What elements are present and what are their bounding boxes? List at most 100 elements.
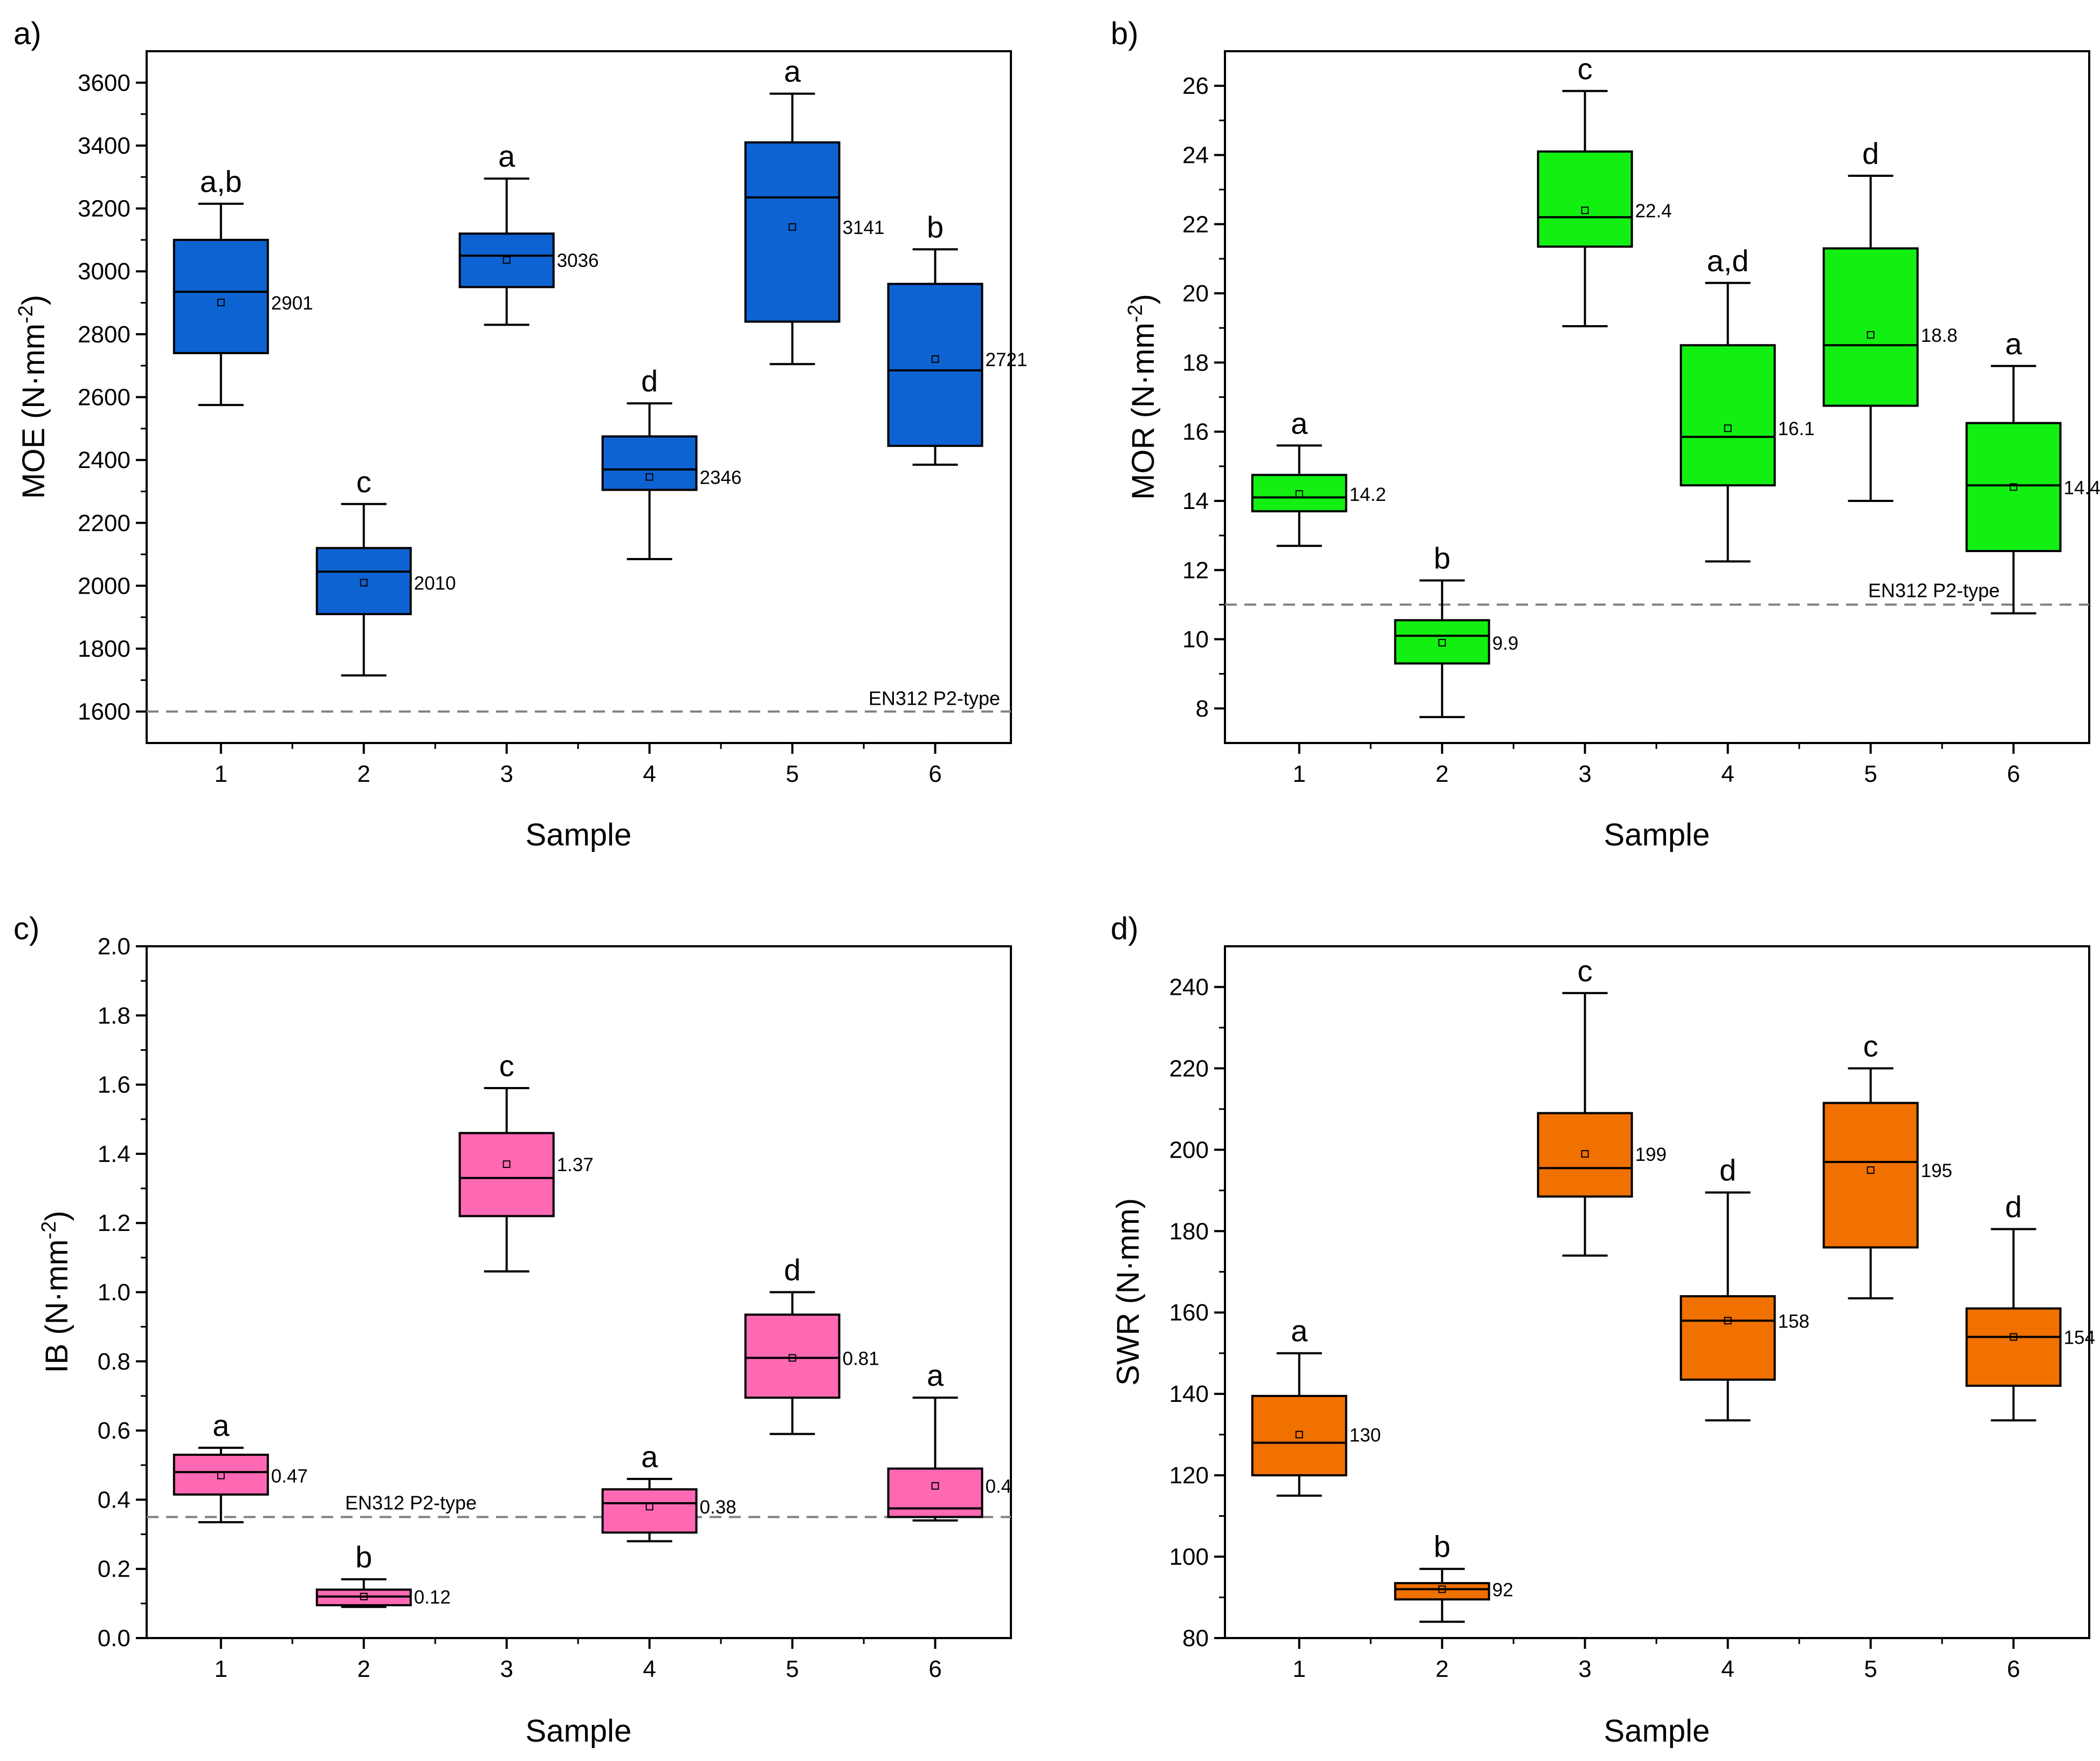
panel-d-y-tick-label: 200 [1169,1137,1209,1163]
panel-b-y-tick-label: 24 [1182,142,1209,168]
panel-a-y-tick-label: 2200 [78,510,130,536]
panel-a-iqr-box [887,283,983,447]
panel-a-group-letter: a [784,54,801,88]
panel-d-y-tick-label: 80 [1182,1625,1209,1652]
panel-c-iqr-box [173,1454,269,1496]
panel-b-y-tick-label: 10 [1182,627,1209,653]
panel-c-y-axis: 0.0 0.2 0.4 0.6 0.8 1.0 1.2 1.4 1.6 1.8 2.0 [98,933,147,1652]
panel-c-group-letter: b [355,1540,372,1574]
panel-d-mean-label: 154 [2064,1327,2095,1349]
panel-b-y-tick-label: 14 [1182,488,1209,514]
panel-b-letter: b) [1111,16,1139,51]
panel-c-box-sample-1: 0.47 a [173,1408,308,1524]
panel-a-box-sample-1: 2901 a,b [173,164,313,407]
panel-b-mean-marker [2009,483,2018,491]
panel-b-iqr-box [1251,473,1347,513]
panel-a-y-tick-label: 3000 [78,258,130,285]
panel-d-box-sample-5: 195 c [1822,1029,1952,1299]
panel-a-x-axis-title: Sample [526,817,632,852]
panel-c: c) Sample IB (N·mm-2) 0.0 0.2 0.4 0.6 0.8 1.0… [13,911,1012,1749]
panel-c-y-tick-label: 1.8 [98,1002,130,1029]
panel-c-x-tick-label: 6 [928,1656,941,1682]
panel-c-mean-label: 0.38 [700,1497,736,1518]
panel-b-y-tick-label: 12 [1182,557,1209,583]
panel-b-x-tick-label: 6 [2007,761,2020,787]
panel-b-reference-label: EN312 P2-type [1868,579,2000,601]
panel-b-mean-marker [1867,331,1875,339]
panel-a-y-axis-title: MOE (N·mm-2) [15,295,51,499]
panel-d-mean-marker [1438,1585,1446,1593]
panel-a-mean-marker [360,579,368,587]
panel-b-x-tick-label: 3 [1578,761,1591,787]
panel-a-x-axis: 1 2 3 4 5 6 [215,743,942,787]
panel-d-mean-label: 199 [1635,1144,1667,1165]
panel-d-x-tick-label: 4 [1721,1656,1734,1682]
panel-c-y-tick-label: 0.4 [98,1487,130,1513]
panel-b-x-tick-label: 5 [1864,761,1877,787]
panel-d-iqr-box [1394,1582,1490,1601]
panel-d-mean-label: 195 [1921,1160,1952,1181]
panel-c-mean-label: 0.81 [843,1348,879,1369]
panel-a-y-tick-label: 2600 [78,384,130,411]
panel-a-group-letter: b [927,210,944,244]
panel-a-y-tick-label: 1600 [78,699,130,725]
panel-c-y-tick-label: 1.0 [98,1280,130,1306]
panel-a-box-sample-4: 2346 d [601,364,742,560]
panel-b-box-sample-6: 14.4 a [1965,327,2100,615]
panel-a-iqr-box [173,238,269,354]
panel-d-iqr-box [1251,1394,1347,1477]
panel-d-box-sample-3: 199 c [1537,954,1667,1257]
panel-c-mean-marker [645,1503,653,1511]
panel-a-x-tick-label: 2 [357,761,370,787]
panel-b-group-letter: b [1434,541,1450,575]
panel-d-x-tick-label: 5 [1864,1656,1877,1682]
panel-a-group-letter: a [498,139,515,173]
panel-a-iqr-box [458,232,555,288]
panel-a-x-tick-label: 1 [215,761,228,787]
panel-b-x-axis-title: Sample [1604,817,1710,852]
panel-c-iqr-box [887,1467,983,1518]
panel-d-x-axis-title: Sample [1604,1714,1710,1749]
panel-a-y-tick-label: 2800 [78,321,130,348]
panel-c-mean-label: 0.47 [271,1466,308,1487]
panel-a-mean-label: 3141 [843,217,885,238]
panel-b-mean-marker [1581,207,1589,215]
panel-c-group-letter: a [641,1440,658,1474]
panel-c-y-tick-label: 0.2 [98,1556,130,1583]
panel-d-y-tick-label: 100 [1169,1544,1209,1570]
panel-a-iqr-box [601,435,698,491]
panel-b-iqr-box [1394,619,1490,665]
panel-b-y-tick-label: 22 [1182,211,1209,238]
panel-b-iqr-box [1537,150,1633,248]
panel-d-x-tick-label: 3 [1578,1656,1591,1682]
panel-a-y-axis: 1600 1800 2000 2200 2400 2600 2800 3000 3200 3400… [78,70,147,725]
panel-b-group-letter: d [1862,136,1879,170]
panel-d-mean-marker [1295,1430,1303,1439]
panel-a-mean-marker [931,355,939,363]
panel-d-mean-label: 158 [1778,1311,1809,1332]
panel-a-mean-label: 2010 [414,573,456,594]
panel-b-y-tick-label: 26 [1182,73,1209,99]
panel-c-plot-frame [146,945,1012,1639]
panel-b-group-letter: a [2005,327,2022,361]
panel-c-box-sample-2: 0.12 b [315,1540,451,1608]
panel-a-y-tick-label: 2400 [78,447,130,473]
panel-c-y-tick-label: 0.0 [98,1625,130,1652]
panel-a-mean-label: 2721 [986,349,1028,370]
panel-c-mean-marker [931,1482,939,1490]
panel-d-box-sample-6: 154 d [1965,1190,2095,1422]
panel-d-x-tick-label: 2 [1435,1656,1448,1682]
panel-a-box-sample-5: 3141 a [744,54,885,366]
panel-d-y-tick-label: 120 [1169,1462,1209,1489]
panel-a-mean-marker [788,223,796,231]
panel-a-y-tick-label: 2000 [78,573,130,599]
panel-b-y-axis: 8 10 12 14 16 18 20 22 24 26 [1182,73,1225,722]
panel-d-box-sample-2: 92 b [1394,1530,1513,1623]
panel-d-y-axis: 80 100 120 140 160 180 200 220 240 [1169,974,1225,1652]
panel-c-x-tick-label: 3 [500,1656,513,1682]
panel-a-letter: a) [13,16,42,51]
panel-d-box-sample-4: 158 d [1679,1153,1809,1422]
panel-b-group-letter: c [1578,52,1593,86]
panel-d-iqr-box [1822,1102,1919,1249]
panel-a-box-sample-6: 2721 b [887,210,1028,466]
